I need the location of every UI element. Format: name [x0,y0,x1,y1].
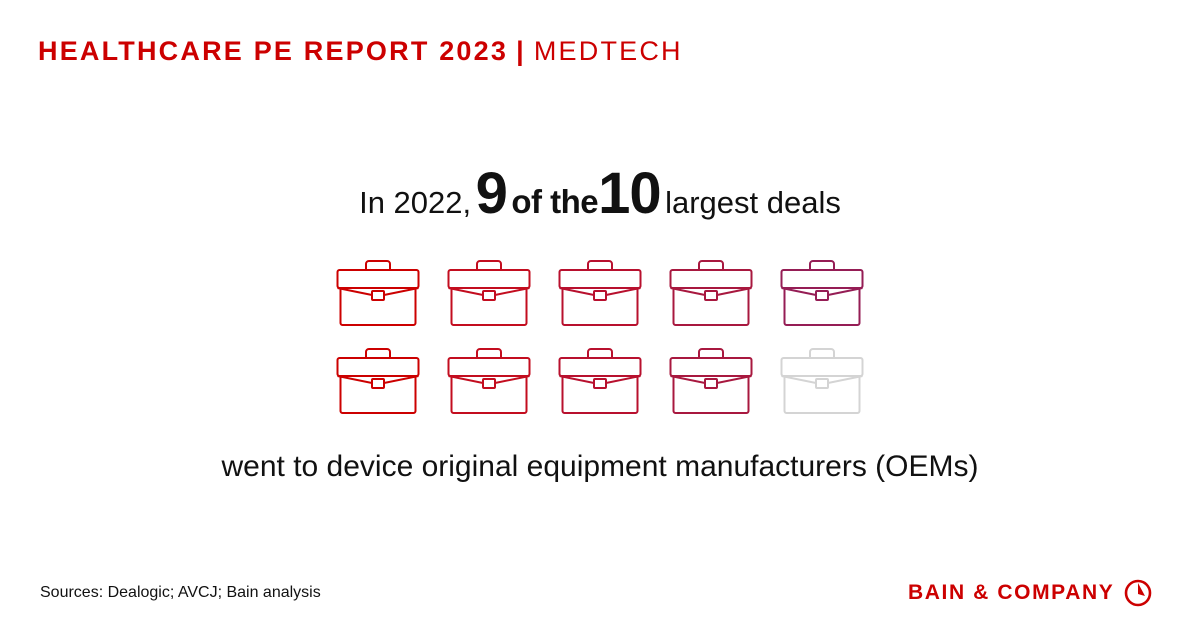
headline-part3: largest deals [665,185,841,220]
briefcase-icon-highlighted [669,348,753,416]
headline-part1: In 2022, [359,185,472,220]
headline: In 2022, 9 of the10 largest deals [0,160,1200,227]
report-header: HEALTHCARE PE REPORT 2023 | MEDTECH [38,36,683,67]
headline-part2: of the [511,183,599,220]
bain-logo-icon [1125,579,1152,607]
bain-logo: BAIN & COMPANY [908,579,1152,607]
report-section: MEDTECH [533,36,683,66]
briefcase-icon-highlighted [558,260,642,328]
briefcase-icon-highlighted [447,260,531,328]
briefcase-icon-highlighted [558,348,642,416]
briefcase-icon-muted [780,348,864,416]
briefcase-icon-highlighted [669,260,753,328]
briefcase-icon-highlighted [447,348,531,416]
report-title: HEALTHCARE PE REPORT 2023 [38,36,509,66]
sources-note: Sources: Dealogic; AVCJ; Bain analysis [40,584,321,601]
briefcase-icon-highlighted [780,260,864,328]
subtext: went to device original equipment manufa… [221,450,979,483]
headline-num2: 10 [598,161,662,226]
headline-num1: 9 [475,161,508,226]
logo-text: BAIN & COMPANY [908,581,1115,604]
header-separator: | [516,36,526,66]
briefcase-icon-highlighted [336,348,420,416]
briefcase-icon-highlighted [336,260,420,328]
